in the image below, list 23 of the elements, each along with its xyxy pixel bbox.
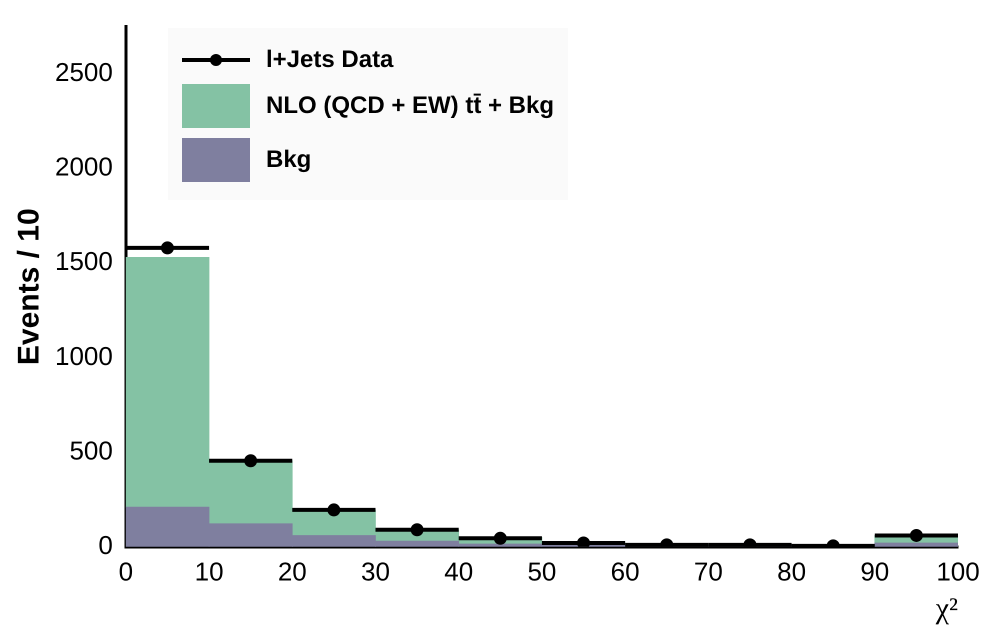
- x-tick-label: 80: [777, 556, 806, 587]
- y-tick-label: 1500: [54, 246, 113, 276]
- x-tick-label: 50: [527, 556, 556, 587]
- x-tick-label: 70: [694, 556, 723, 587]
- legend-label: NLO (QCD + EW) tt̄ + Bkg: [266, 92, 554, 120]
- x-tick-label: 0: [118, 556, 134, 587]
- x-tick-label: 100: [936, 556, 980, 587]
- x-tick-label: 10: [194, 556, 224, 587]
- x-tick-label: 40: [444, 556, 474, 587]
- y-tick-label: 500: [69, 435, 113, 466]
- x-tick-label: 60: [610, 556, 640, 587]
- x-tick-label: 20: [278, 556, 307, 587]
- x-tick-label: 30: [361, 556, 390, 587]
- x-tick-label: 90: [860, 556, 890, 587]
- y-tick-label: 0: [98, 530, 113, 560]
- y-tick-label: 2500: [54, 57, 113, 88]
- legend-label: Bkg: [266, 146, 312, 174]
- y-tick-label: 2000: [54, 152, 113, 182]
- y-tick-label: 1000: [54, 340, 113, 371]
- x-axis-title: χ²: [934, 592, 958, 625]
- legend-label: l+Jets Data: [266, 46, 394, 74]
- y-axis-title: Events / 10: [12, 208, 46, 366]
- bar: [874, 542, 958, 547]
